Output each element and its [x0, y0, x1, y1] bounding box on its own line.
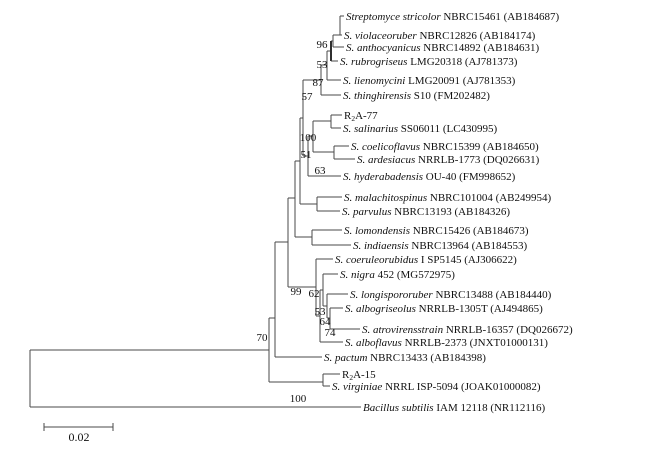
taxon-label: S. thinghirensis S10 (FM202482): [343, 90, 490, 102]
taxon-label: S. virginiae NRRL ISP-5094 (JOAK01000082…: [332, 381, 541, 393]
bootstrap-value: 63: [315, 165, 327, 177]
taxon-label: S. hyderabadensis OU-40 (FM998652): [343, 171, 516, 183]
bootstrap-value: 57: [302, 91, 314, 103]
taxon-label: S. indiaensis NBRC13964 (AB184553): [353, 240, 528, 252]
taxon-label: S. longispororuber NBRC13488 (AB184440): [350, 289, 552, 301]
taxon-label: Streptomyce stricolor NBRC15461 (AB18468…: [346, 11, 560, 23]
taxon-label: Bacillus subtilis IAM 12118 (NR112116): [363, 402, 545, 414]
bootstrap-value: 51: [301, 149, 312, 161]
bootstrap-value: 53: [317, 59, 329, 71]
taxon-label: S. ardesiacus NRRLB-1773 (DQ026631): [357, 154, 540, 166]
taxon-label: S. anthocyanicus NBRC14892 (AB184631): [346, 42, 539, 54]
taxon-label: S. pactum NBRC13433 (AB184398): [324, 352, 486, 364]
taxon-label: S. alboflavus NRRLB-2373 (JNXT01000131): [345, 337, 548, 349]
taxon-label: S. coeruleorubidus I SP5145 (AJ306622): [335, 254, 517, 266]
taxon-label: S. rubrogriseus LMG20318 (AJ781373): [340, 56, 518, 68]
bootstrap-value: 70: [257, 332, 269, 344]
taxon-label: R2A-15: [342, 369, 376, 382]
bootstrap-value: 62: [309, 288, 320, 300]
scale-bar-label: 0.02: [69, 430, 90, 444]
taxon-label: S. lienomycini LMG20091 (AJ781353): [343, 75, 516, 87]
bootstrap-value: 99: [291, 286, 303, 298]
taxon-label: S. albogriseolus NRRLB-1305T (AJ494865): [345, 303, 543, 315]
bootstrap-value: 96: [317, 39, 329, 51]
taxon-label: S. atrovirensstrain NRRLB-16357 (DQ02667…: [362, 324, 573, 336]
taxon-label: S. violaceoruber NBRC12826 (AB184174): [344, 30, 536, 42]
bootstrap-value: 64: [320, 316, 332, 328]
taxon-label: S. coelicoflavus NBRC15399 (AB184650): [351, 141, 539, 153]
taxon-label: S. parvulus NBRC13193 (AB184326): [342, 206, 510, 218]
bootstrap-value: 53: [315, 306, 327, 318]
taxon-label: S. lomondensis NBRC15426 (AB184673): [344, 225, 529, 237]
bootstrap-value: 87: [313, 77, 325, 89]
taxon-label: R2A-77: [344, 110, 378, 123]
bootstrap-value: 100: [290, 393, 307, 405]
taxon-label: S. salinarius SS06011 (LC430995): [343, 123, 498, 135]
bootstrap-value: 100: [300, 132, 317, 144]
bootstrap-value: 74: [325, 327, 337, 339]
taxon-label: S. nigra 452 (MG572975): [340, 269, 455, 281]
taxon-label: S. malachitospinus NBRC101004 (AB249954): [344, 192, 552, 204]
